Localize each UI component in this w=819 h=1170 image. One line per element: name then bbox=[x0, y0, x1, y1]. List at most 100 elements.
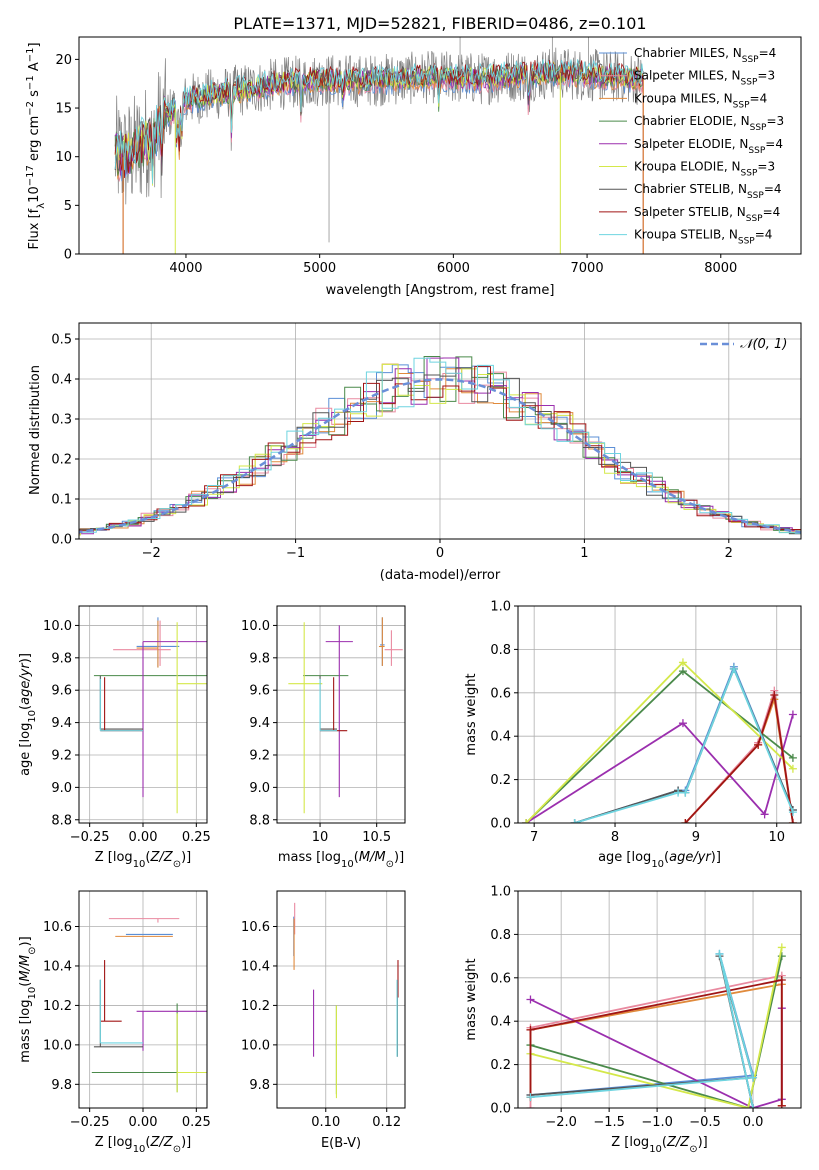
weight-line bbox=[574, 666, 794, 823]
x-axis-label: E(B-V) bbox=[321, 1136, 361, 1151]
x-tick-label: −1.0 bbox=[641, 1115, 673, 1130]
y-tick-label: 9.6 bbox=[51, 684, 72, 699]
y-tick-label: 0.4 bbox=[490, 730, 511, 745]
y-tick-label: 8.8 bbox=[51, 813, 72, 828]
axis-overlay: −0.25 0.00 0.25 9.8 10.0 10.2 10.4 10.6 Z [log10… bbox=[18, 890, 211, 1155]
axes-frame bbox=[276, 890, 406, 1109]
y-tick-label: 10.0 bbox=[43, 619, 72, 634]
y-tick-label: 10.2 bbox=[43, 999, 72, 1014]
weight-marker bbox=[777, 943, 786, 952]
x-axis-label: Z [log10(Z/Z⊙)] bbox=[95, 850, 192, 870]
weight-marker bbox=[522, 819, 531, 823]
legend-label: Salpeter MILES, NSSP=3 bbox=[634, 69, 775, 88]
weight-marker bbox=[788, 764, 797, 773]
y-tick-label: 0 bbox=[64, 248, 72, 263]
x-tick-label: 7 bbox=[530, 830, 538, 845]
x-axis-label: Z [log10(Z/Z⊙)] bbox=[611, 1135, 708, 1155]
y-tick-label: 0.4 bbox=[490, 1015, 511, 1030]
weight-line bbox=[574, 666, 794, 823]
plot-area bbox=[79, 356, 801, 536]
weight-marker bbox=[729, 664, 738, 673]
y-tick-label: 0.8 bbox=[490, 928, 511, 943]
x-tick-label: 2 bbox=[725, 546, 733, 561]
weight-marker bbox=[674, 788, 683, 797]
plot-area bbox=[293, 902, 399, 1099]
x-tick-label: 5000 bbox=[303, 261, 336, 276]
legend-label: Salpeter STELIB, NSSP=4 bbox=[634, 205, 780, 224]
axis-overlay: 10 10.5 8.8 9.0 9.2 9.4 9.6 9.8 10.0 mass [log10(… bbox=[241, 605, 406, 870]
y-axis-label: Normed distribution bbox=[28, 365, 43, 495]
weight-marker bbox=[749, 1073, 758, 1082]
y-axis-label: age [log10(age/yr)] bbox=[18, 653, 38, 776]
weight-marker bbox=[678, 719, 687, 728]
y-tick-label: 10.0 bbox=[241, 619, 270, 634]
weight-line bbox=[530, 953, 755, 1108]
x-tick-label: −2.0 bbox=[545, 1115, 577, 1130]
plot-area bbox=[93, 617, 207, 814]
legend-label: Chabrier STELIB, NSSP=4 bbox=[634, 182, 782, 201]
x-tick-label: 10 bbox=[312, 830, 329, 845]
weight-line bbox=[529, 978, 783, 1106]
weight-line bbox=[530, 947, 783, 1108]
x-tick-label: 0 bbox=[436, 546, 444, 561]
plot-area bbox=[526, 943, 786, 1108]
y-tick-label: 20 bbox=[55, 53, 72, 68]
axes-frame bbox=[517, 605, 802, 824]
y-tick-label: 10.6 bbox=[43, 920, 72, 935]
panel-residual-hist: −2 −1 0 1 2 0.0 0.1 0.2 0.3 0.4 0.5 𝒩(0, 1) (data-mo… bbox=[28, 322, 802, 583]
axes-frame bbox=[276, 605, 406, 824]
weight-marker bbox=[681, 819, 690, 823]
x-tick-label: −2 bbox=[142, 546, 161, 561]
x-axis-label: wavelength [Angstrom, rest frame] bbox=[326, 283, 555, 298]
y-tick-label: 15 bbox=[55, 102, 72, 117]
y-tick-label: 0.0 bbox=[490, 817, 511, 832]
panel-weight-vs-age: 7 8 9 10 0.0 0.2 0.4 0.6 0.8 1.0 age [log10(age/yr… bbox=[464, 600, 802, 870]
x-tick-label: 0.10 bbox=[311, 1115, 340, 1130]
y-tick-label: 10.2 bbox=[241, 999, 270, 1014]
x-tick-label: 1 bbox=[580, 546, 588, 561]
model-spectrum-line bbox=[114, 59, 644, 184]
y-tick-label: 0.0 bbox=[490, 1102, 511, 1117]
weight-marker bbox=[678, 658, 687, 667]
y-tick-label: 9.2 bbox=[249, 748, 270, 763]
y-tick-label: 9.8 bbox=[51, 1078, 72, 1093]
axis-overlay: −2 −1 0 1 2 0.0 0.1 0.2 0.3 0.4 0.5 𝒩(0, 1) (data-mo… bbox=[28, 322, 802, 583]
x-tick-label: 10 bbox=[768, 830, 785, 845]
weight-line bbox=[530, 953, 755, 1108]
weight-marker bbox=[788, 710, 797, 719]
weight-marker bbox=[744, 1104, 753, 1108]
y-tick-label: 10.4 bbox=[241, 959, 270, 974]
y-tick-label: 9.2 bbox=[51, 748, 72, 763]
y-tick-label: 0.0 bbox=[51, 533, 72, 548]
plot-area bbox=[114, 37, 644, 254]
y-tick-label: 0.6 bbox=[490, 686, 511, 701]
y-tick-label: 1.0 bbox=[490, 885, 511, 900]
y-tick-label: 9.8 bbox=[51, 651, 72, 666]
panel-mass-vs-z: −0.25 0.00 0.25 9.8 10.0 10.2 10.4 10.6 Z [log10… bbox=[18, 890, 211, 1155]
plot-area bbox=[91, 918, 207, 1093]
plot-area bbox=[522, 658, 797, 823]
x-tick-label: 0.25 bbox=[182, 1115, 211, 1130]
y-tick-label: 0.6 bbox=[490, 971, 511, 986]
axis-overlay: −0.25 0.00 0.25 8.8 9.0 9.2 9.4 9.6 9.8 10.0 Z [lo… bbox=[18, 605, 211, 870]
y-tick-label: 0.2 bbox=[490, 1058, 511, 1073]
weight-marker bbox=[526, 1104, 535, 1108]
weight-marker bbox=[754, 740, 763, 749]
y-tick-label: 0.2 bbox=[51, 453, 72, 468]
y-tick-label: 9.0 bbox=[51, 781, 72, 796]
weight-marker bbox=[715, 949, 724, 958]
y-tick-label: 9.8 bbox=[249, 1078, 270, 1093]
legend-label: Chabrier ELODIE, NSSP=3 bbox=[634, 114, 784, 133]
y-tick-label: 9.0 bbox=[249, 781, 270, 796]
y-tick-label: 1.0 bbox=[490, 600, 511, 615]
weight-marker bbox=[788, 808, 797, 817]
legend-label: Kroupa STELIB, NSSP=4 bbox=[634, 228, 772, 247]
axes-frame bbox=[517, 890, 802, 1109]
x-tick-label: 0.00 bbox=[129, 1115, 158, 1130]
legend-label: Chabrier MILES, NSSP=4 bbox=[634, 46, 776, 65]
figure-title: PLATE=1371, MJD=52821, FIBERID=0486, z=0… bbox=[233, 14, 646, 33]
x-tick-label: 0.25 bbox=[182, 830, 211, 845]
weight-marker bbox=[788, 753, 797, 762]
weight-line bbox=[525, 714, 794, 823]
